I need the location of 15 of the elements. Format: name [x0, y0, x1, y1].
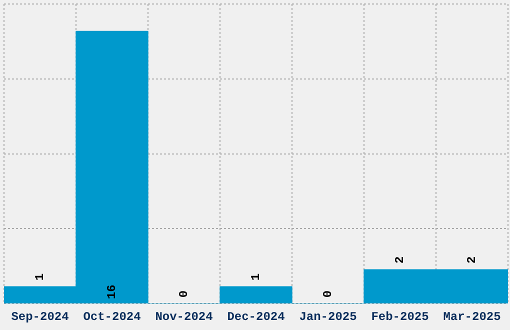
x-tick-label: Mar-2025	[443, 310, 501, 324]
x-tick-label: Sep-2024	[11, 310, 69, 324]
data-label: 0	[177, 290, 192, 298]
x-tick-label: Dec-2024	[227, 310, 285, 324]
x-tick-label: Jan-2025	[299, 310, 357, 324]
x-tick-label: Nov-2024	[155, 310, 213, 324]
x-tick-label: Oct-2024	[83, 310, 141, 324]
data-label: 1	[249, 273, 264, 281]
data-label: 2	[393, 256, 408, 264]
x-tick-label: Feb-2025	[371, 310, 429, 324]
data-label: 1	[33, 273, 48, 281]
bar	[220, 286, 292, 304]
data-label: 16	[105, 284, 120, 300]
data-label: 0	[321, 290, 336, 298]
data-label: 2	[465, 256, 480, 264]
